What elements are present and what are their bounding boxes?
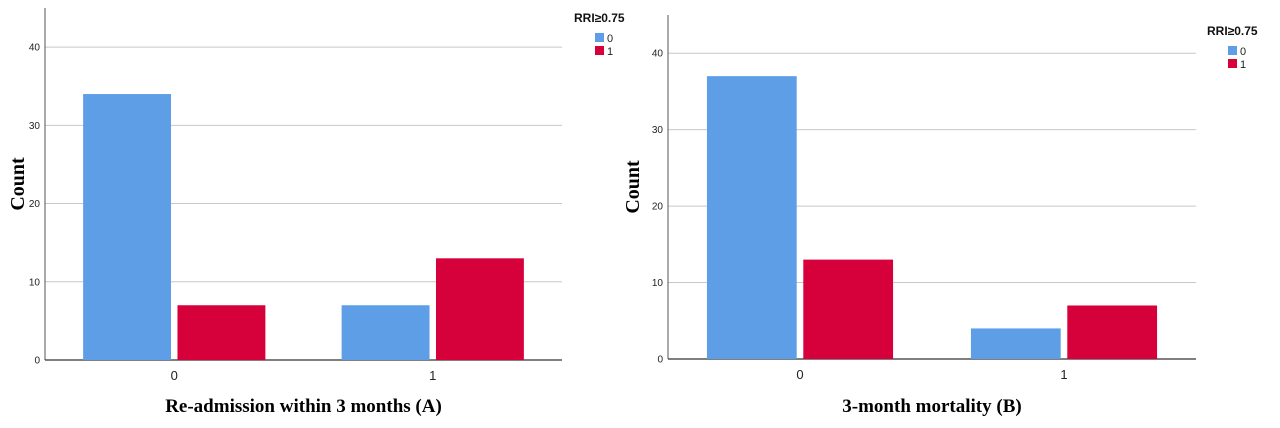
legend-swatch-0 — [1228, 46, 1237, 55]
x-tick-label: 0 — [796, 367, 803, 382]
legend-entry-1-label: 1 — [1240, 59, 1246, 71]
y-tick-label: 20 — [29, 199, 41, 210]
x-tick-label: 1 — [429, 368, 436, 383]
bar-0-series-1 — [803, 259, 894, 359]
y-tick-label: 40 — [652, 49, 664, 60]
x-tick-label: 1 — [1060, 367, 1067, 382]
x-axis-label: Re-admission within 3 months (A) — [165, 396, 442, 417]
bar-1-series-0 — [970, 328, 1061, 359]
y-tick-label: 10 — [652, 278, 664, 289]
bar-1-series-0 — [341, 305, 430, 360]
legend-entry-0-label: 0 — [607, 33, 613, 45]
legend-title: RRI≥0.75 — [574, 11, 625, 25]
chart-panel-b: Count 3-month mortality (B) RRI≥0.75 0 1… — [622, 15, 1258, 417]
y-tick-label: 20 — [652, 202, 664, 213]
x-tick-label: 0 — [171, 368, 178, 383]
y-tick-label: 30 — [652, 125, 664, 136]
y-axis-label: Count — [7, 157, 29, 211]
bar-0-series-1 — [177, 305, 266, 360]
x-axis-label: 3-month mortality (B) — [842, 396, 1021, 417]
y-axis-label: Count — [622, 160, 644, 214]
bar-1-series-1 — [435, 258, 524, 360]
chart-panel-a: Count Re-admission within 3 months (A) R… — [7, 8, 625, 417]
legend-entry-1-label: 1 — [607, 46, 613, 58]
y-tick-label: 0 — [34, 356, 40, 367]
legend-title: RRI≥0.75 — [1207, 24, 1258, 38]
legend-swatch-1 — [595, 46, 604, 55]
bar-0-series-0 — [706, 76, 797, 360]
y-tick-label: 0 — [657, 355, 663, 366]
bar-0-series-0 — [83, 94, 172, 361]
bar-1-series-1 — [1067, 305, 1158, 359]
legend-swatch-0 — [595, 33, 604, 42]
y-tick-label: 40 — [29, 43, 41, 54]
legend-swatch-1 — [1228, 59, 1237, 68]
y-tick-label: 10 — [29, 277, 41, 288]
legend-entry-0-label: 0 — [1240, 46, 1246, 58]
y-tick-label: 30 — [29, 121, 41, 132]
